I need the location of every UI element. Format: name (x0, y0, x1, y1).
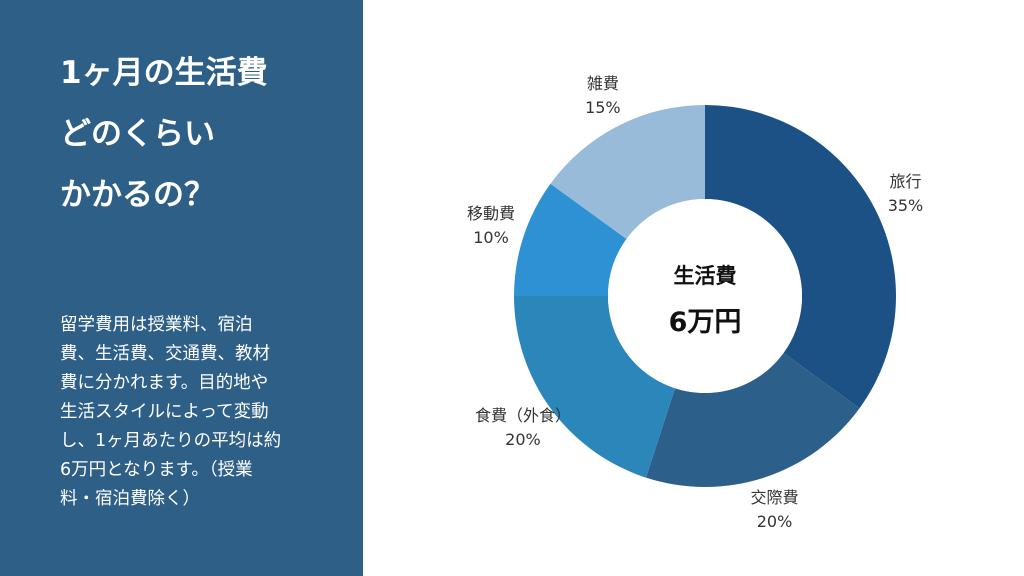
pie-slice (550, 104, 705, 239)
slice-percent: 35% (887, 195, 924, 215)
pie-slice (514, 183, 627, 296)
description-line: 生活スタイルによって変動 (60, 402, 269, 422)
pie-slice (514, 296, 676, 478)
description-line: し、1ヶ月あたりの平均は約 (60, 431, 282, 451)
center-value: 6万円 (668, 307, 742, 338)
pie-slice (645, 353, 860, 487)
title-line: どのくらい (60, 116, 215, 152)
slice-name: 旅行 (889, 171, 922, 191)
description-line: 費、生活費、交通費、教材 (60, 344, 270, 364)
chart-area: 旅行 35% 交際費 20% 食費（外食） 20% 移動費 10% 雑費 15% 生活費 6万円 (363, 0, 1024, 576)
donut-hole (608, 199, 802, 393)
slice-label: 旅行 35% (888, 170, 924, 218)
description-line: 料・宿泊費除く） (60, 489, 200, 509)
slice-name: 食費（外食） (474, 406, 571, 426)
slice-name: 移動費 (466, 204, 516, 224)
page-title: 1ヶ月の生活費 どのくらい かかるの？ (60, 58, 350, 241)
donut-chart (514, 104, 897, 487)
slice-label: 交際費 20% (751, 486, 799, 534)
slice-name: 雑費 (586, 73, 619, 93)
title-line: 1ヶ月の生活費 (60, 55, 268, 91)
slice-percent: 15% (585, 97, 621, 117)
slice-percent: 20% (505, 430, 541, 450)
description-text: 留学費用は授業料、宿泊 費、生活費、交通費、教材 費に分かれます。目的地や 生活… (60, 311, 310, 514)
slice-name: 交際費 (750, 487, 799, 507)
description-line: 6万円となります。（授業 (60, 460, 253, 480)
title-line: かかるの？ (60, 177, 215, 213)
description-line: 費に分かれます。目的地や (60, 373, 269, 393)
description-line: 留学費用は授業料、宿泊 (60, 315, 253, 335)
pie-slice (705, 105, 897, 409)
slice-percent: 20% (756, 511, 793, 531)
slice-label: 移動費 10% (467, 202, 515, 250)
slice-label: 雑費 15% (585, 72, 621, 120)
left-panel: 1ヶ月の生活費 どのくらい かかるの？ 留学費用は授業料、宿泊 費、生活費、交通… (0, 0, 363, 576)
slice-label: 食費（外食） 20% (475, 404, 571, 452)
slice-percent: 10% (473, 228, 509, 248)
center-title: 生活費 (673, 264, 737, 288)
